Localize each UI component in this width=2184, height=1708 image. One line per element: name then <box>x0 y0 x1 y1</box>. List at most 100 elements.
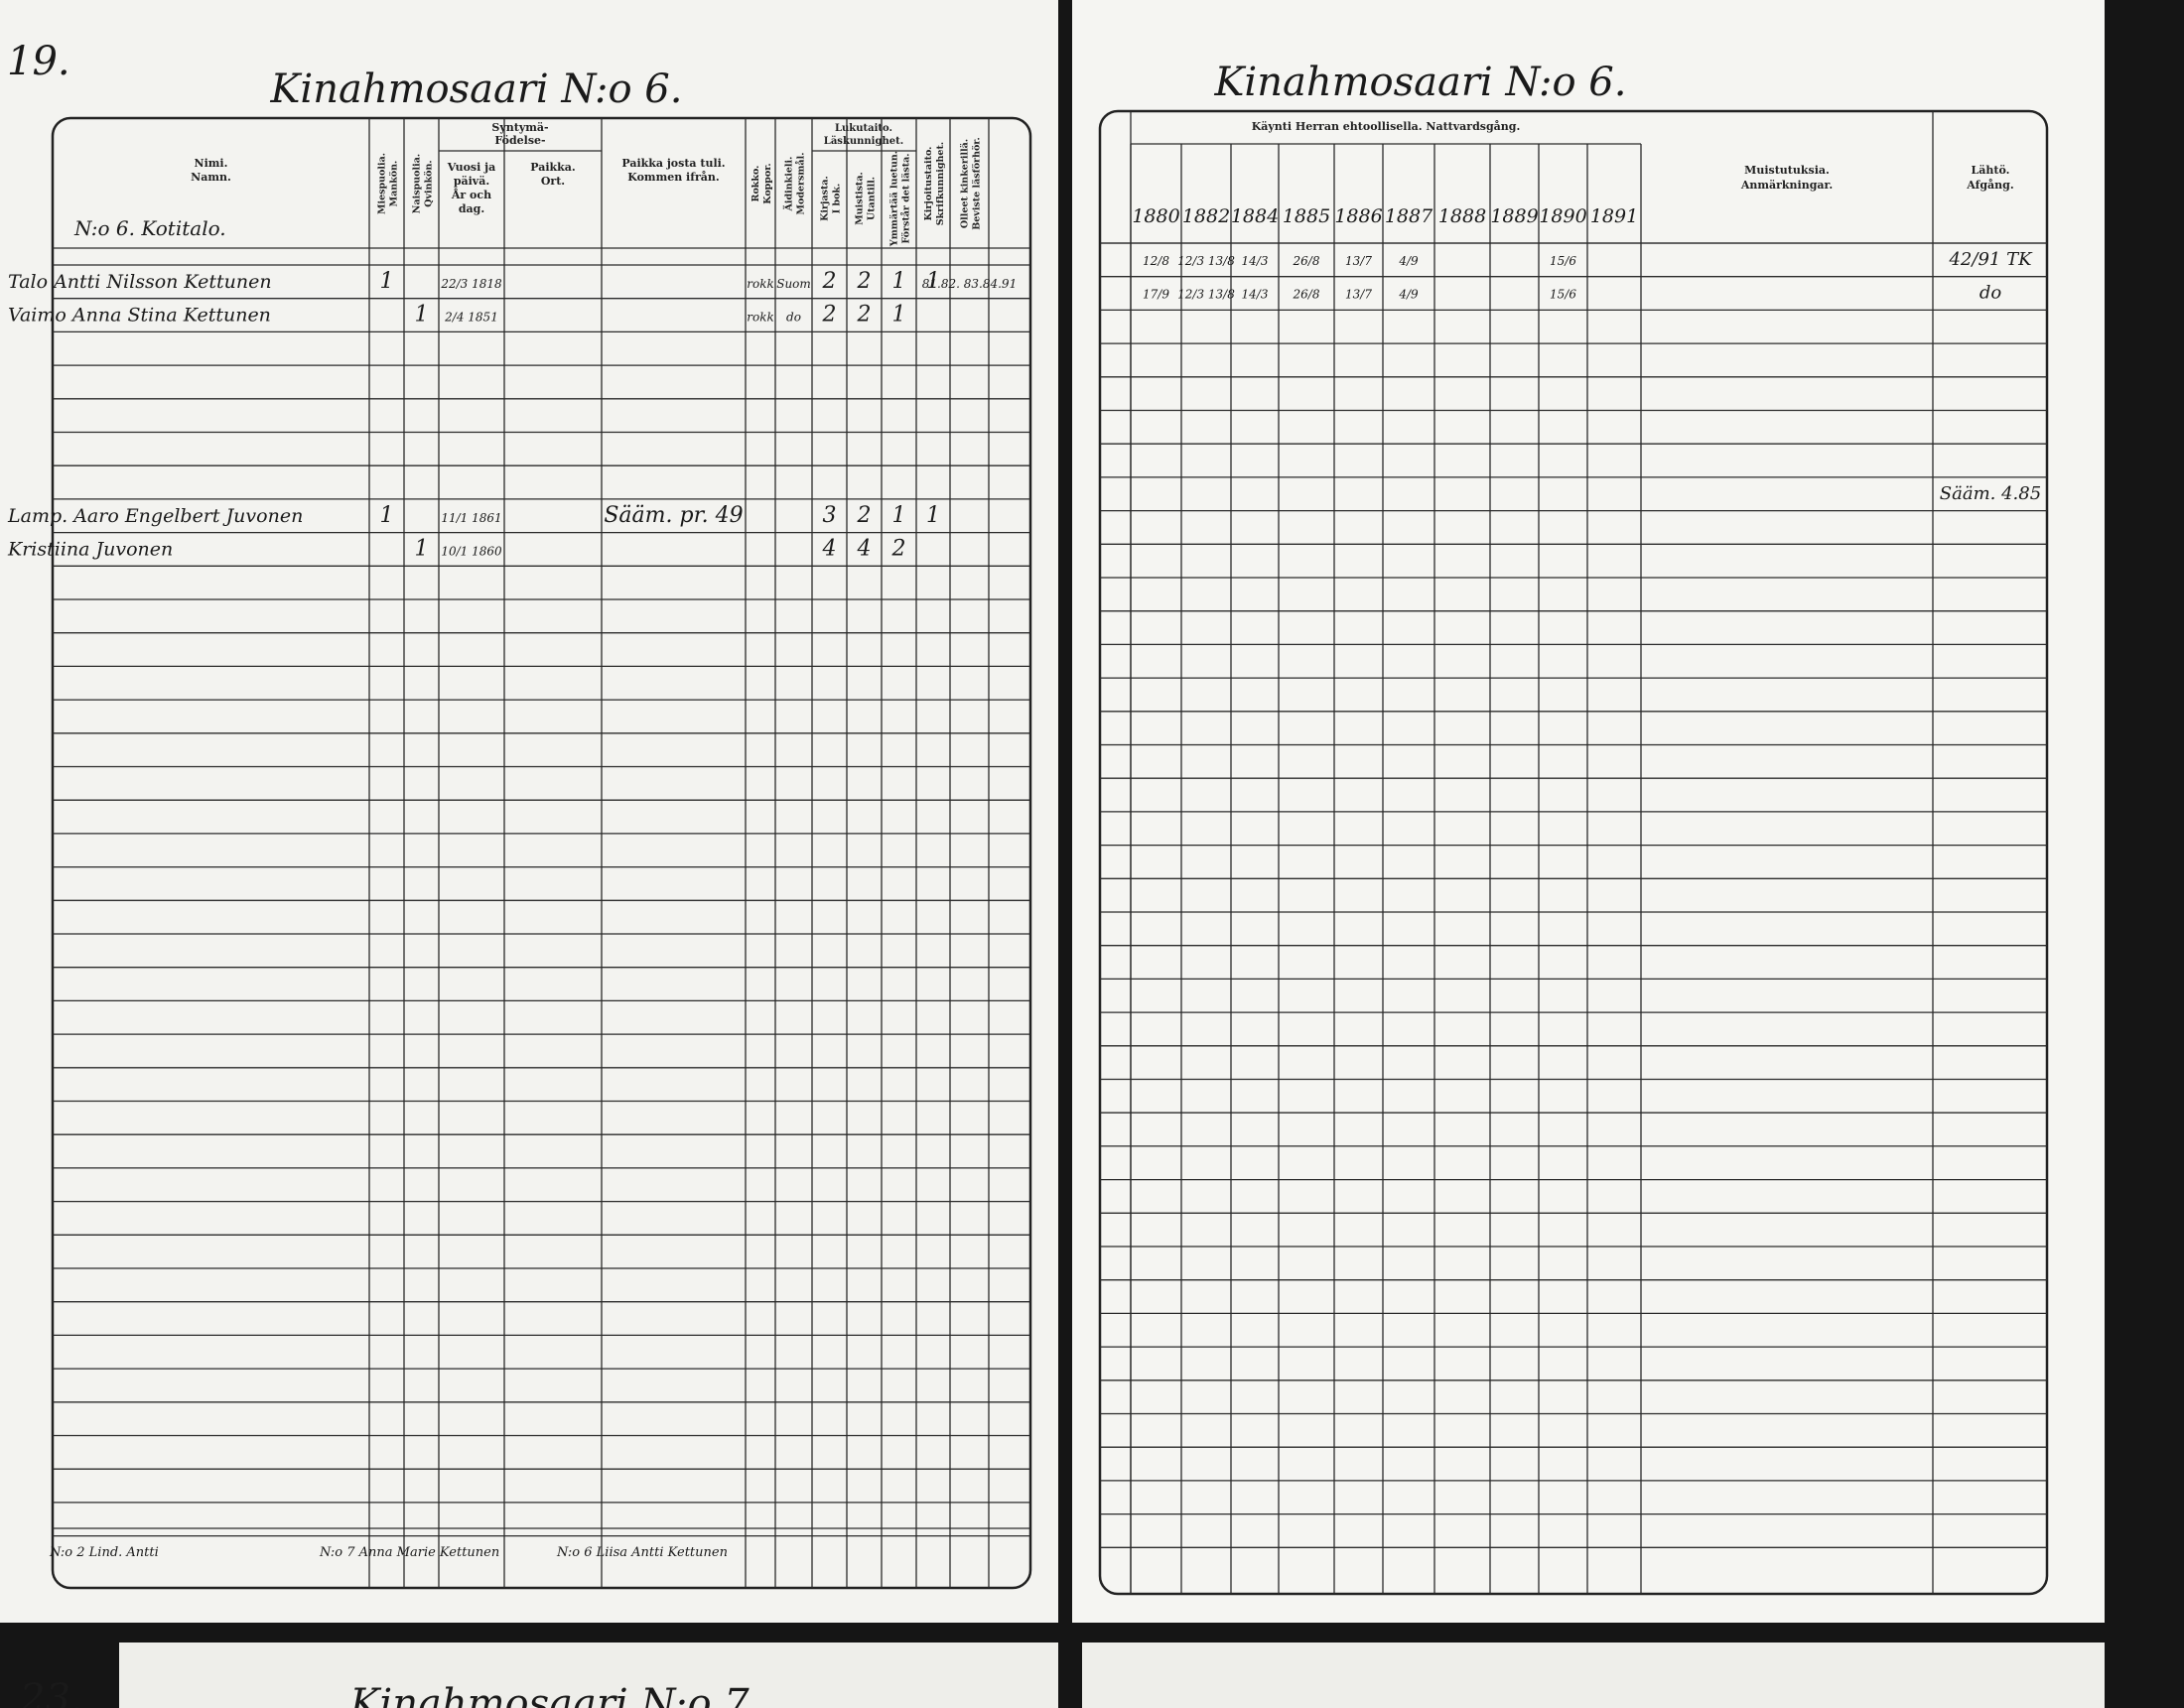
year-header: 1891 <box>1590 205 1638 227</box>
column-header: Muistutuksia. <box>1744 164 1830 177</box>
departure: do <box>1979 283 2002 304</box>
column-header: Äidinkieli. <box>782 157 795 212</box>
column-header: Qvinkön. <box>424 160 435 206</box>
cell-male: 1 <box>380 269 394 294</box>
communion-date: 4/9 <box>1398 288 1419 302</box>
column-header: Paikka. <box>530 161 575 174</box>
group-header: Läskunnighet. <box>824 136 903 147</box>
communion-date: 12/8 <box>1143 254 1169 268</box>
communion-header: Käynti Herran ehtoollisella. Nattvardsgå… <box>1252 120 1521 133</box>
page-number: 19. <box>7 39 70 84</box>
column-header: dag. <box>459 202 484 215</box>
communion-date: 12/3 13/8 <box>1177 254 1235 268</box>
next-page-left <box>119 1642 1058 1708</box>
column-header: I bok. <box>832 184 843 214</box>
communion-date: 15/6 <box>1550 254 1576 268</box>
communion-date: 15/6 <box>1550 288 1576 302</box>
cell-read-book: 3 <box>823 503 837 528</box>
right-table-frame <box>1098 109 2049 1596</box>
communion-date: 13/7 <box>1345 254 1372 268</box>
cell-understanding: 1 <box>892 269 906 294</box>
cell-read-book: 2 <box>822 303 837 328</box>
household-label: N:o 6. Kotitalo. <box>73 216 226 240</box>
column-header: Förstår det lästa. <box>900 153 912 243</box>
cell-understanding: 1 <box>892 503 906 528</box>
cell-name: Lamp. Aaro Engelbert Juvonen <box>7 505 303 527</box>
cell-name: Talo Antti Nilsson Kettunen <box>8 271 272 293</box>
communion-date: 4/9 <box>1398 254 1419 268</box>
cell-birth-date: 2/4 1851 <box>444 311 498 325</box>
footer-note: N:o 7 Anna Marie Kettunen <box>319 1545 499 1560</box>
column-header: Mankön. <box>389 161 400 207</box>
cell-name: Vaimo Anna Stina Kettunen <box>8 305 271 327</box>
communion-date: 12/3 13/8 <box>1177 288 1235 302</box>
year-header: 1888 <box>1438 205 1486 227</box>
communion-date: 26/8 <box>1293 254 1320 268</box>
next-page-title: Kinahmosaari N:o 7. <box>349 1681 762 1708</box>
column-header: Namn. <box>191 171 231 184</box>
column-header: Utantill. <box>867 177 878 220</box>
group-header: Födelse- <box>494 134 545 147</box>
column-header: År och <box>451 188 491 201</box>
column-header: Modersmål. <box>795 152 807 214</box>
column-header: Lähtö. <box>1972 164 2010 177</box>
group-header: Syntymä- <box>491 121 548 134</box>
communion-date: 14/3 <box>1242 288 1269 302</box>
cell-birth-date: 11/1 1861 <box>441 511 501 525</box>
column-header: Miespuolia. <box>377 153 388 214</box>
cell-smallpox: rokk <box>747 311 774 325</box>
column-header: Paikka josta tuli. <box>621 157 725 170</box>
footer-note: N:o 2 Lind. Antti <box>49 1545 159 1560</box>
communion-date: 17/9 <box>1143 288 1169 302</box>
next-page-number: 23. <box>19 1676 83 1708</box>
column-header: Naispuolia. <box>412 154 423 213</box>
cell-understanding: 1 <box>892 303 906 328</box>
cell-read-memory: 2 <box>857 269 872 294</box>
year-header: 1880 <box>1132 205 1179 227</box>
year-header: 1882 <box>1182 205 1230 227</box>
column-header: Skrifkunnighet. <box>935 142 946 225</box>
year-header: 1885 <box>1283 205 1330 227</box>
year-header: 1886 <box>1334 205 1382 227</box>
column-header: Koppor. <box>762 163 773 203</box>
cell-mother-tongue: Suom <box>776 277 811 291</box>
cell-came-from: Sääm. pr. 49 <box>604 503 743 528</box>
column-header: Beviste läsförhör. <box>972 137 983 230</box>
left-table-frame <box>51 116 1032 1590</box>
column-header: Ymmärtää luetun. <box>889 151 900 247</box>
cell-read-memory: 2 <box>857 503 872 528</box>
cell-understanding: 2 <box>891 536 906 561</box>
year-header: 1890 <box>1539 205 1586 227</box>
cell-birth-date: 10/1 1860 <box>441 544 502 558</box>
page-title: Kinahmosaari N:o 6. <box>1214 60 1627 105</box>
cell-read-book: 4 <box>822 536 837 561</box>
cell-female: 1 <box>415 536 429 561</box>
column-header: Rokko. <box>751 166 761 202</box>
column-header: Nimi. <box>195 157 228 170</box>
column-header: Kirjasta. <box>820 176 831 221</box>
column-header: Kommen ifrån. <box>627 171 719 184</box>
column-header: Vuosi ja <box>447 161 495 174</box>
cell-male: 1 <box>380 503 394 528</box>
column-header: Muistista. <box>855 172 866 225</box>
cell-name: Kristiina Juvonen <box>7 538 173 560</box>
group-header: Lukutaito. <box>835 123 892 134</box>
column-header: Olleet kinkerillä. <box>960 139 971 228</box>
year-header: 1884 <box>1231 205 1279 227</box>
next-page-right <box>1082 1642 2105 1708</box>
column-header: Ort. <box>541 175 565 188</box>
communion-date: 14/3 <box>1242 254 1269 268</box>
cell-smallpox: rokk <box>747 277 774 291</box>
departure: 42/91 TK <box>1948 249 2033 270</box>
footer-note: N:o 6 Liisa Antti Kettunen <box>556 1545 728 1560</box>
year-header: 1887 <box>1385 205 1433 227</box>
cell-read-memory: 2 <box>857 303 872 328</box>
cell-writing: 1 <box>926 503 940 528</box>
column-header: Kirjoitustaito. <box>923 147 934 221</box>
page-title: Kinahmosaari N:o 6. <box>270 66 683 112</box>
departure: Sääm. 4.85 <box>1940 483 2041 504</box>
column-header: päivä. <box>454 175 489 188</box>
cell-female: 1 <box>415 303 429 328</box>
communion-date: 13/7 <box>1345 288 1372 302</box>
